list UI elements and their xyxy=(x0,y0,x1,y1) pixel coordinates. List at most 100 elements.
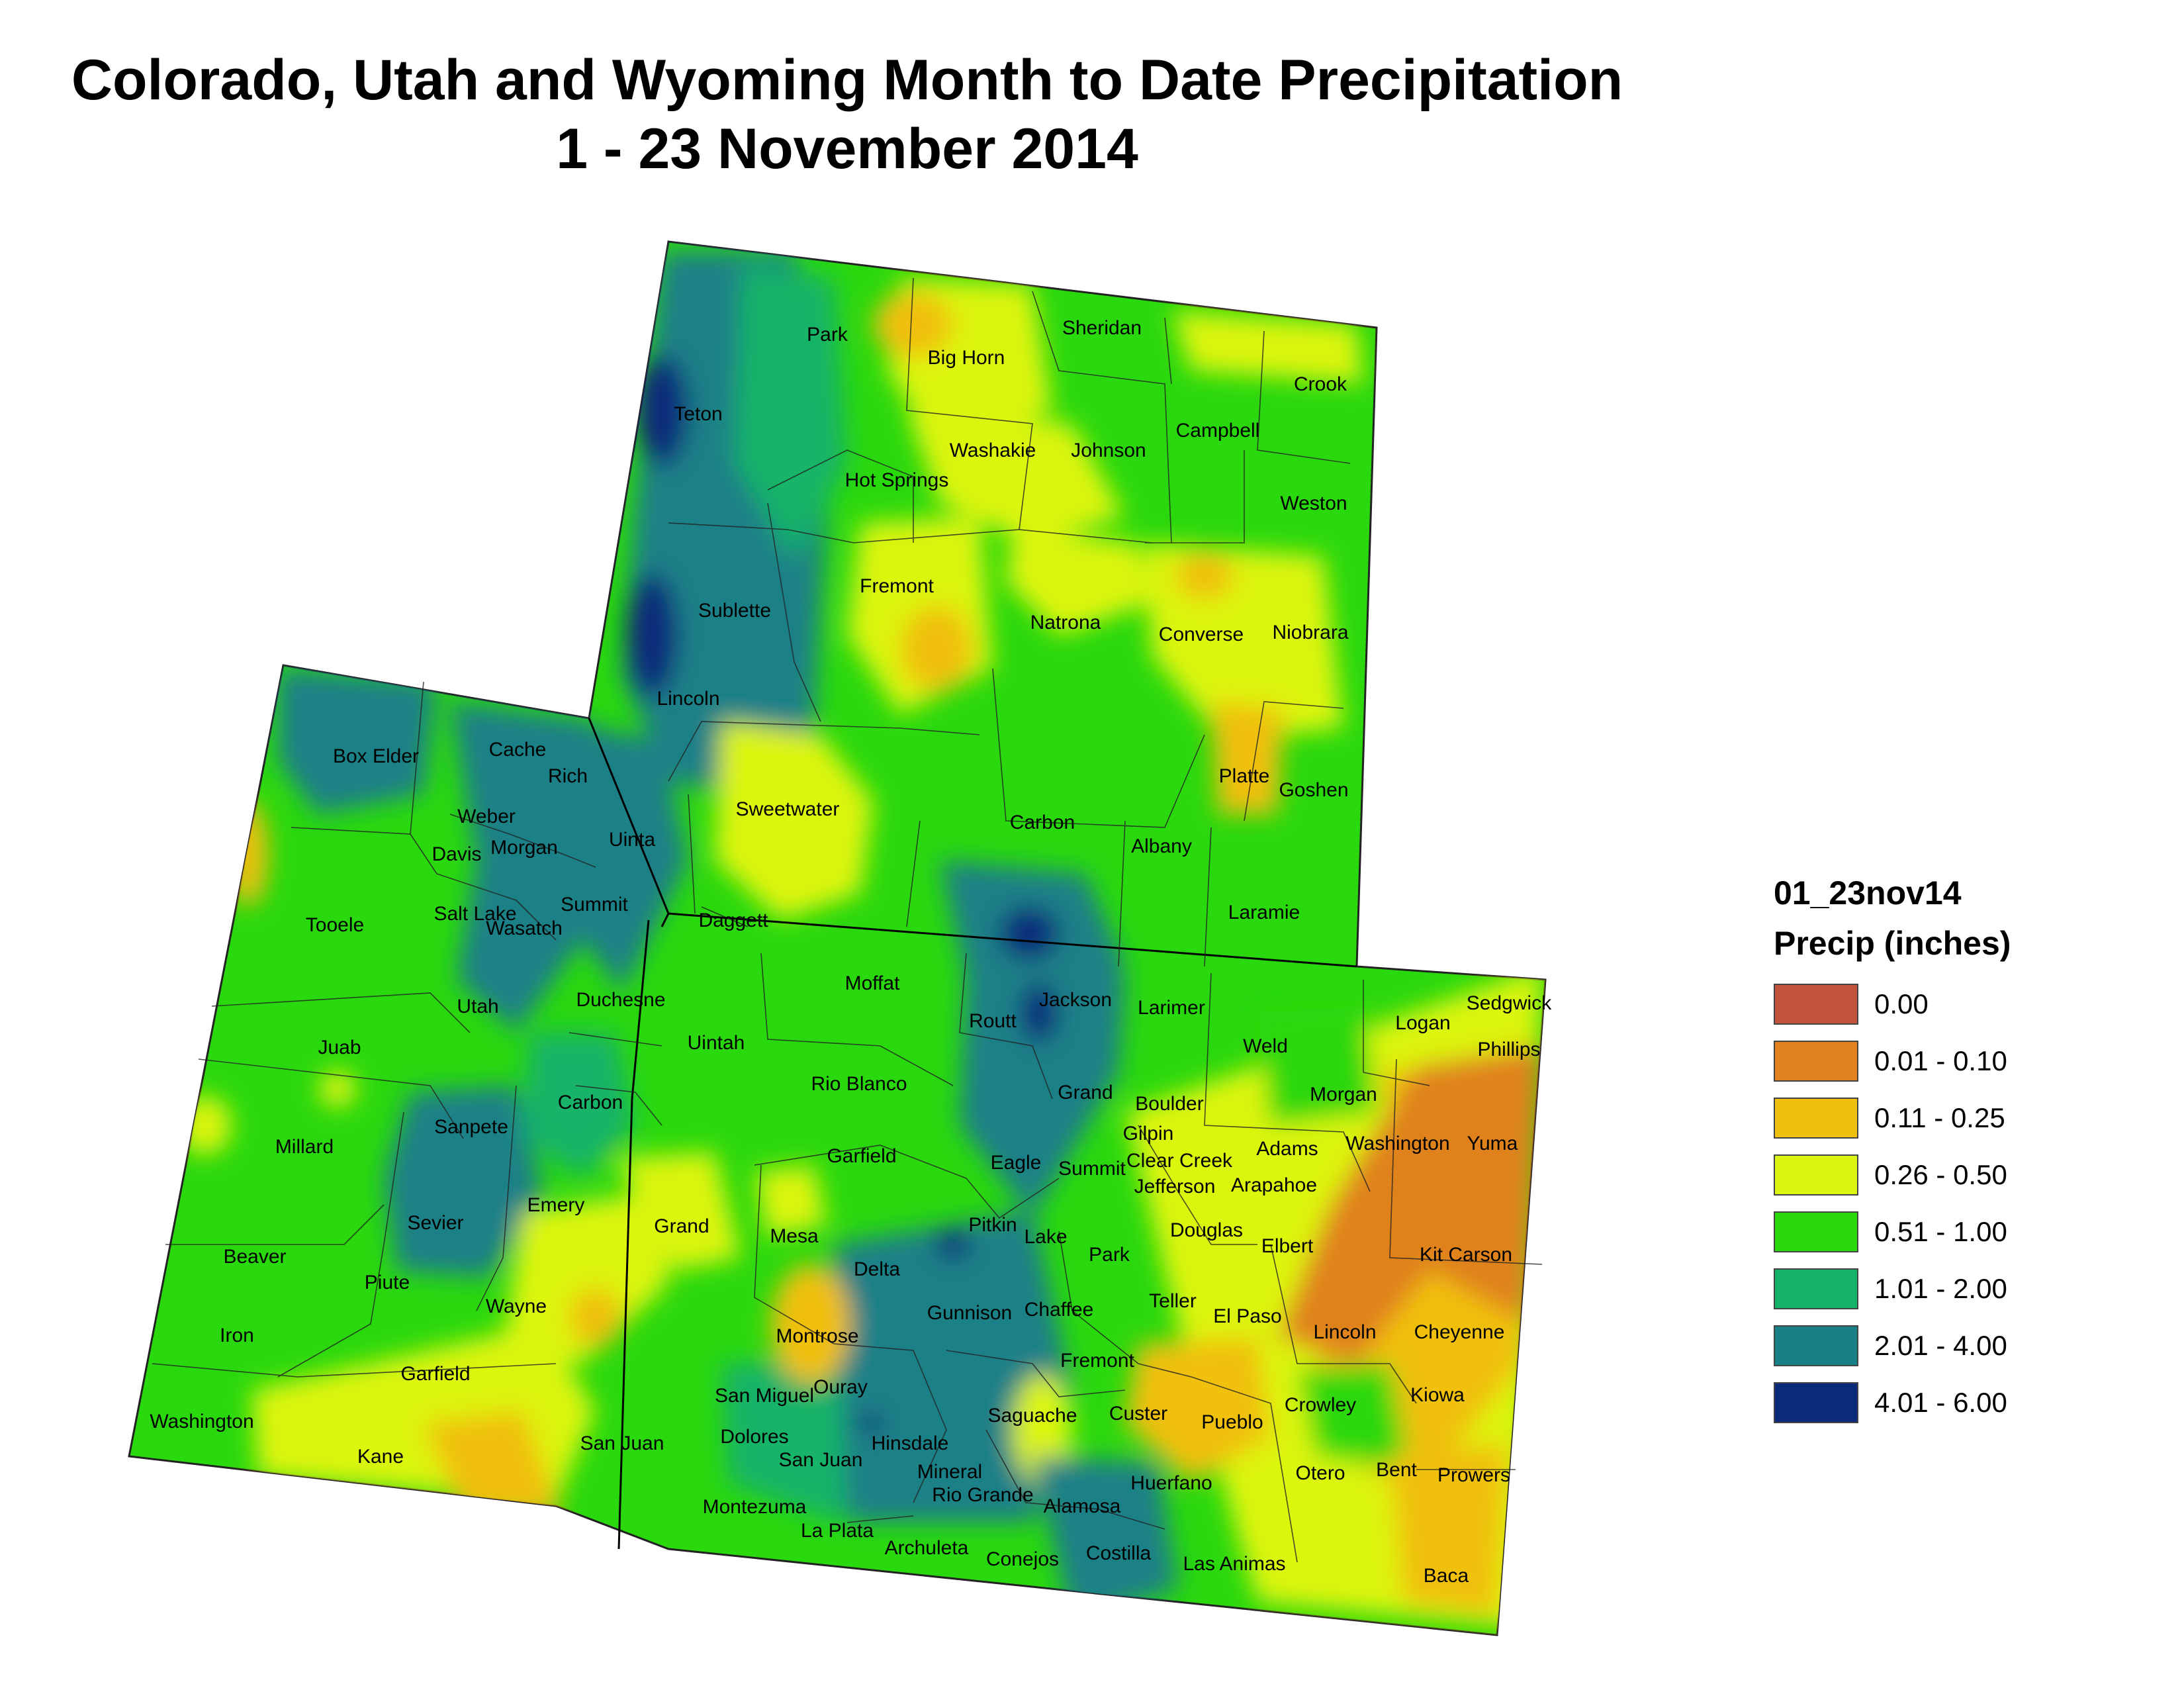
county-label-colorado: Costilla xyxy=(1086,1542,1152,1564)
county-label-utah: Kane xyxy=(357,1446,404,1468)
county-label-colorado: Archuleta xyxy=(885,1537,969,1559)
county-label-colorado: Arapahoe xyxy=(1231,1174,1317,1196)
county-label-colorado: Elbert xyxy=(1261,1235,1314,1257)
county-label-colorado: Phillips xyxy=(1477,1039,1540,1060)
county-label-colorado: Otero xyxy=(1295,1462,1345,1484)
county-label-utah: Morgan xyxy=(490,837,558,859)
county-label-wyoming: Big Horn xyxy=(928,347,1005,369)
legend-class: 0.00 xyxy=(1774,976,2011,1033)
county-label-colorado: Garfield xyxy=(827,1145,896,1167)
county-label-wyoming: Carbon xyxy=(1010,812,1075,833)
county-label-wyoming: Fremont xyxy=(860,575,934,597)
county-label-colorado: Montrose xyxy=(776,1325,858,1347)
legend-class-label: 0.51 - 1.00 xyxy=(1874,1216,2007,1247)
county-label-wyoming: Lincoln xyxy=(657,688,719,710)
county-label-colorado: Summit xyxy=(1058,1158,1126,1180)
legend-layer-name: 01_23nov14 xyxy=(1774,874,1962,912)
county-label-utah: Wayne xyxy=(486,1295,547,1317)
county-label-colorado: Pitkin xyxy=(968,1214,1017,1236)
county-label-colorado: Mineral xyxy=(917,1461,982,1483)
county-label-colorado: Logan xyxy=(1395,1012,1450,1034)
county-label-utah: Sanpete xyxy=(434,1116,508,1138)
county-label-wyoming: Washakie xyxy=(950,440,1036,461)
legend-swatch xyxy=(1774,1211,1858,1252)
county-label-colorado: Crowley xyxy=(1285,1394,1356,1416)
county-label-colorado: Fremont xyxy=(1060,1350,1134,1372)
county-label-wyoming: Sweetwater xyxy=(736,798,840,820)
county-label-utah: San Juan xyxy=(580,1432,664,1454)
county-label-colorado: Saguache xyxy=(987,1405,1077,1427)
county-label-utah: Summit xyxy=(561,894,628,915)
county-label-wyoming: Uinta xyxy=(609,829,655,851)
county-label-utah: Duchesne xyxy=(576,989,665,1011)
county-label-colorado: Douglas xyxy=(1170,1219,1243,1241)
legend-class: 0.51 - 1.00 xyxy=(1774,1203,2011,1260)
legend-class-label: 2.01 - 4.00 xyxy=(1874,1330,2007,1361)
county-borders xyxy=(152,277,1543,1563)
county-label-wyoming: Sublette xyxy=(698,600,771,622)
county-label-wyoming: Park xyxy=(807,324,848,346)
county-label-colorado: Mesa xyxy=(770,1225,819,1247)
county-label-utah: Washington xyxy=(150,1411,253,1432)
legend-swatch xyxy=(1774,1382,1858,1423)
legend-class: 0.26 - 0.50 xyxy=(1774,1147,2011,1203)
legend-swatch xyxy=(1774,1041,1858,1082)
county-label-colorado: San Miguel xyxy=(715,1385,814,1407)
county-label-colorado: Bent xyxy=(1376,1459,1417,1481)
county-label-colorado: Hinsdale xyxy=(872,1432,949,1454)
legend: 01_23nov14 Precip (inches) 0.00 0.01 - 0.… xyxy=(1774,874,2011,1431)
state-borders xyxy=(588,718,1357,1550)
county-label-wyoming: Platte xyxy=(1219,765,1270,787)
map-title-line-1: Colorado, Utah and Wyoming Month to Date… xyxy=(71,48,1623,112)
county-label-colorado: Park xyxy=(1089,1244,1130,1266)
legend-class: 2.01 - 4.00 xyxy=(1774,1317,2011,1374)
county-label-colorado: Las Animas xyxy=(1183,1553,1285,1575)
county-label-colorado: Moffat xyxy=(845,972,900,994)
county-label-colorado: Kit Carson xyxy=(1420,1244,1512,1266)
county-label-wyoming: Hot Springs xyxy=(845,469,949,491)
county-label-utah: Salt Lake xyxy=(433,903,516,925)
county-label-utah: Millard xyxy=(275,1136,334,1158)
county-label-utah: Tooele xyxy=(306,914,364,936)
county-label-colorado: San Juan xyxy=(779,1449,863,1471)
county-label-wyoming: Converse xyxy=(1159,624,1244,645)
legend-swatch xyxy=(1774,1154,1858,1196)
county-label-colorado: Conejos xyxy=(986,1548,1059,1570)
legend-class-label: 0.11 - 0.25 xyxy=(1874,1102,2005,1133)
county-label-wyoming: Niobrara xyxy=(1272,622,1348,643)
county-label-wyoming: Natrona xyxy=(1030,612,1101,633)
county-label-colorado: Lincoln xyxy=(1313,1321,1376,1343)
county-label-colorado: Jefferson xyxy=(1134,1176,1216,1197)
county-label-wyoming: Teton xyxy=(674,403,722,425)
legend-class: 4.01 - 6.00 xyxy=(1774,1374,2011,1431)
legend-class-label: 1.01 - 2.00 xyxy=(1874,1273,2007,1304)
county-label-colorado: Custer xyxy=(1109,1403,1167,1425)
legend-class-label: 0.26 - 0.50 xyxy=(1874,1159,2007,1190)
county-label-utah: Uintah xyxy=(688,1032,745,1054)
legend-class: 0.01 - 0.10 xyxy=(1774,1033,2011,1090)
county-label-wyoming: Laramie xyxy=(1228,902,1300,923)
county-label-utah: Rich xyxy=(548,765,588,787)
map-title-line-2: 1 - 23 November 2014 xyxy=(556,117,1138,181)
legend-class-label: 4.01 - 6.00 xyxy=(1874,1387,2007,1418)
county-label-colorado: Cheyenne xyxy=(1414,1321,1505,1343)
county-label-utah: Box Elder xyxy=(333,745,419,767)
county-label-utah: Wasatch xyxy=(486,917,563,939)
county-label-wyoming: Crook xyxy=(1294,373,1347,395)
county-label-colorado: Teller xyxy=(1149,1290,1197,1312)
county-label-colorado: Rio Blanco xyxy=(811,1073,907,1095)
county-label-wyoming: Johnson xyxy=(1071,440,1146,461)
county-label-colorado: Dolores xyxy=(720,1426,788,1448)
precip-field xyxy=(179,252,1542,1628)
county-label-colorado: Larimer xyxy=(1138,997,1205,1019)
legend-class: 0.11 - 0.25 xyxy=(1774,1090,2011,1147)
county-label-utah: Utah xyxy=(457,996,498,1017)
county-label-colorado: Sedgwick xyxy=(1467,992,1552,1014)
county-label-utah: Daggett xyxy=(698,910,768,931)
county-label-utah: Emery xyxy=(527,1194,585,1216)
county-label-colorado: El Paso xyxy=(1213,1305,1281,1327)
county-label-utah: Beaver xyxy=(223,1246,286,1268)
legend-units: Precip (inches) xyxy=(1774,925,2011,962)
